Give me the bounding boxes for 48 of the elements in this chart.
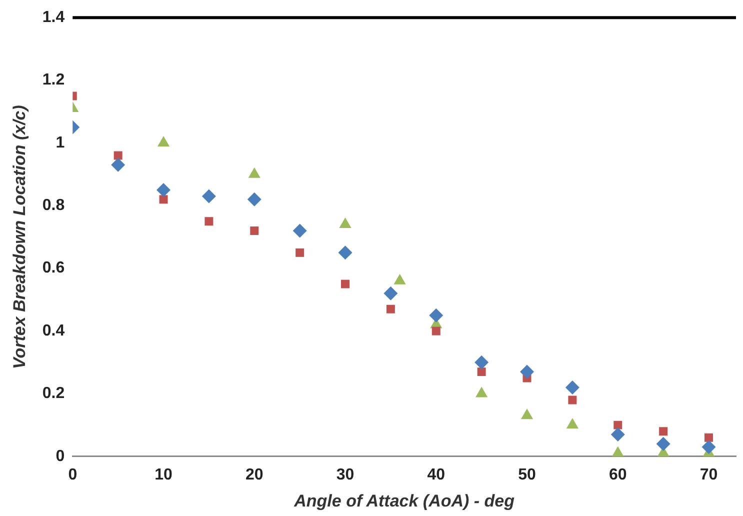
- point: [659, 427, 668, 436]
- point: [566, 418, 578, 429]
- point: [111, 158, 126, 172]
- point: [565, 380, 580, 394]
- x-tick-label: 10: [154, 466, 173, 484]
- y-tick-label: 1.4: [42, 9, 65, 26]
- point: [247, 192, 262, 206]
- point: [432, 326, 440, 336]
- point: [338, 246, 352, 260]
- point: [702, 440, 716, 454]
- point: [704, 433, 713, 442]
- x-tick-label: 60: [608, 466, 627, 484]
- x-tick-label: 50: [518, 466, 536, 484]
- y-tick-label: 0.6: [42, 260, 65, 277]
- point: [292, 224, 307, 238]
- point: [341, 280, 350, 288]
- point: [476, 386, 488, 398]
- point: [568, 396, 577, 404]
- point: [614, 420, 622, 430]
- y-axis-title: Vortex Breakdown Location (x/c): [10, 104, 29, 369]
- point: [474, 355, 489, 370]
- point: [429, 308, 444, 322]
- point: [159, 195, 168, 204]
- point: [384, 286, 398, 300]
- point: [202, 189, 216, 204]
- x-tick-label: 20: [245, 466, 264, 484]
- y-tick-label: 1: [56, 134, 65, 152]
- x-tick-label: 30: [336, 466, 354, 484]
- point: [386, 304, 395, 314]
- point: [156, 182, 171, 197]
- point: [114, 151, 122, 160]
- point: [296, 248, 304, 257]
- point: [520, 408, 534, 420]
- point: [204, 217, 214, 226]
- y-tick-label: 0: [56, 448, 65, 465]
- point: [656, 436, 670, 451]
- y-tick-label: 1.2: [42, 72, 65, 89]
- point: [250, 226, 259, 235]
- y-tick-label: 0.4: [42, 322, 65, 340]
- x-axis-title: Angle of Attack (AoA) - deg: [293, 491, 516, 510]
- x-tick-label: 70: [700, 466, 718, 484]
- x-tick-label: 0: [68, 466, 78, 484]
- point: [610, 427, 625, 442]
- x-tick-label: 40: [427, 466, 446, 484]
- point: [520, 364, 534, 379]
- y-tick-label: 0.8: [42, 197, 65, 214]
- y-tick-label: 0.2: [42, 385, 65, 402]
- point: [477, 368, 486, 376]
